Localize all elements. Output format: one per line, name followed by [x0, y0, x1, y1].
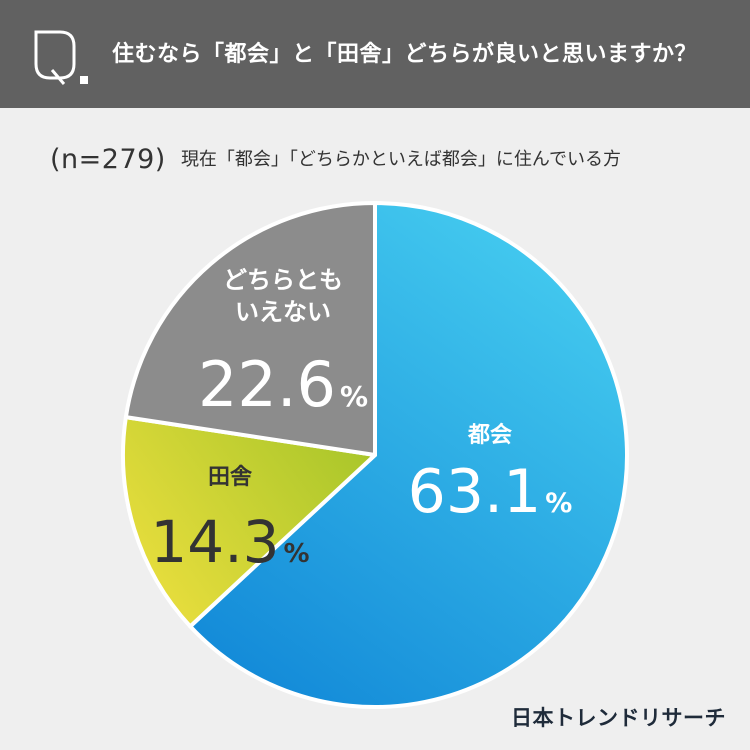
- slice-value-dochiratomo: 22.6%: [198, 348, 368, 421]
- slice-label-dochiratomo: いえない: [235, 298, 331, 326]
- pie-slice-tokai: [188, 201, 629, 709]
- slice-label-tokai: 都会: [467, 422, 512, 448]
- q-letter-icon: [34, 30, 88, 85]
- slice-value-tokai: 63.1%: [408, 457, 573, 527]
- slice-value-inaka: 14.3%: [150, 508, 309, 576]
- question-text: 住むなら「都会」と「田舎」どちらが良いと思いますか？: [112, 42, 698, 67]
- sample-description: 現在「都会」「どちらかといえば都会」に住んでいる方: [180, 149, 622, 170]
- sample-info: (n=279) 現在「都会」「どちらかといえば都会」に住んでいる方: [50, 144, 621, 175]
- slice-label-dochiratomo: どちらとも: [223, 266, 343, 294]
- sample-size: (n=279): [50, 144, 166, 175]
- brand-logo: 日本トレンドリサーチ: [511, 706, 726, 730]
- question-header: 住むなら「都会」と「田舎」どちらが良いと思いますか？: [0, 0, 750, 108]
- pie-slice-dochiratomo: [123, 201, 377, 457]
- pie-slice-inaka: [121, 415, 377, 629]
- slice-label-inaka: 田舎: [208, 465, 253, 490]
